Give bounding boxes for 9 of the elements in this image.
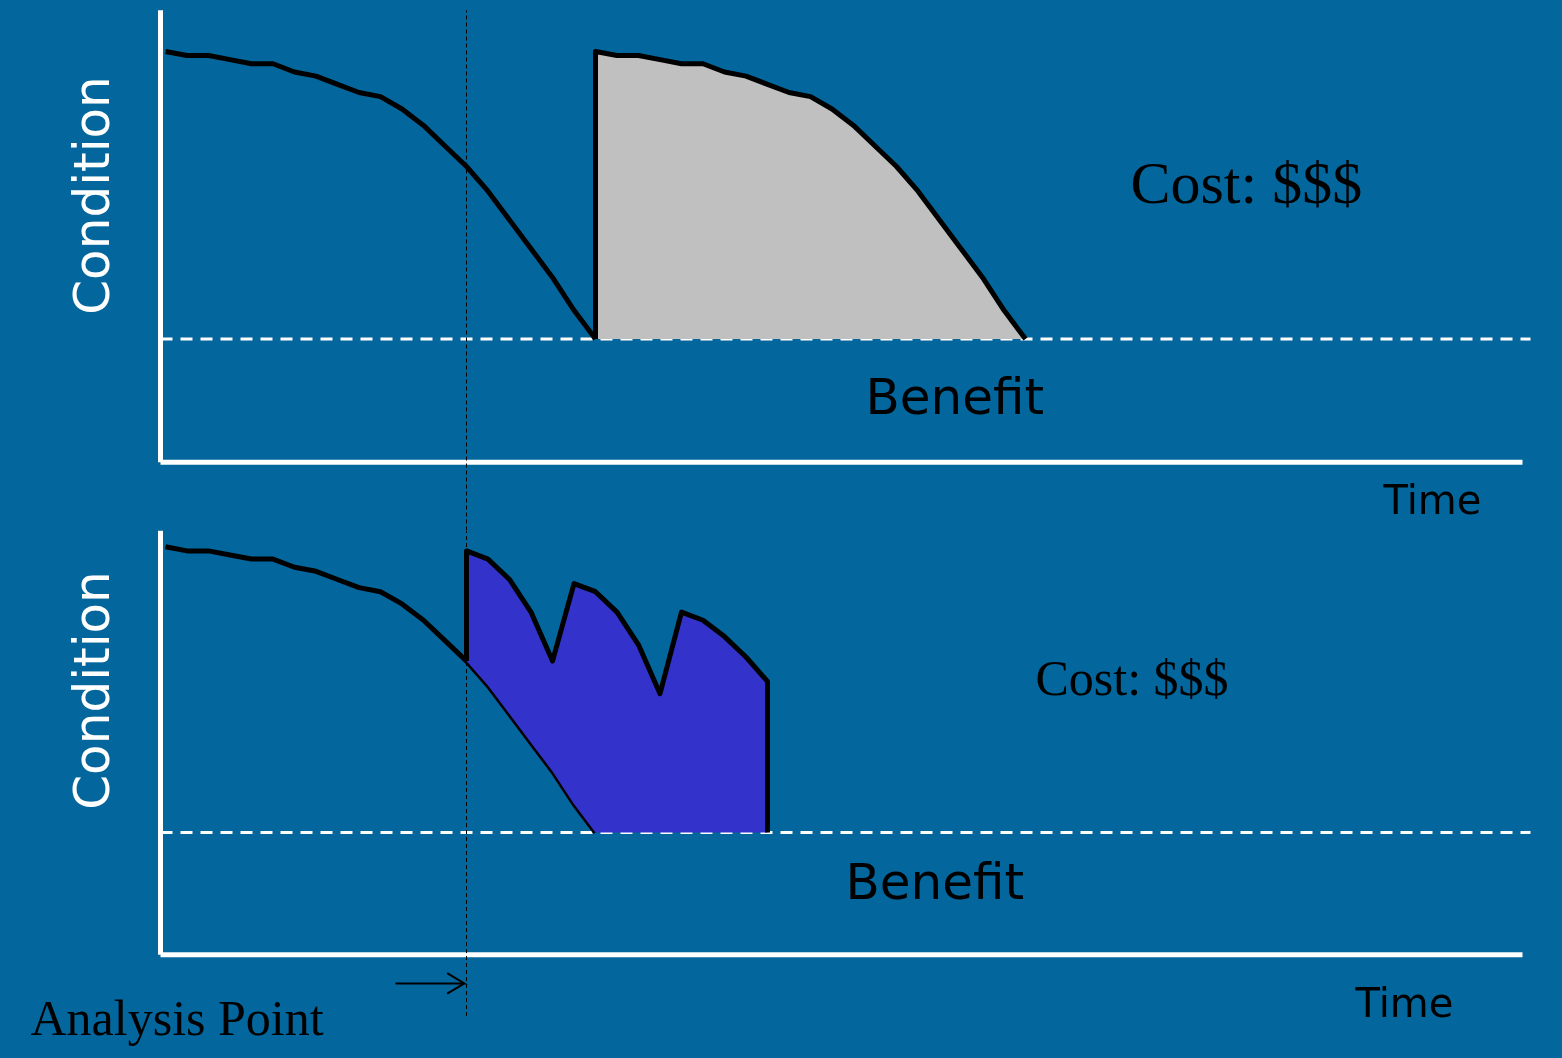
y-axis-title: Condition [62,76,121,315]
x-axis-title: Time [1382,476,1482,523]
text: Analysis Point [30,989,324,1046]
annotation: Benefit [865,367,1045,426]
annotation: Benefit [845,852,1025,911]
x-axis-title: Time [1354,979,1454,1026]
y-axis-title: Condition [62,571,121,810]
annotation: Cost: $$$ [1035,649,1229,706]
annotation: Cost: $$$ [1130,149,1363,216]
